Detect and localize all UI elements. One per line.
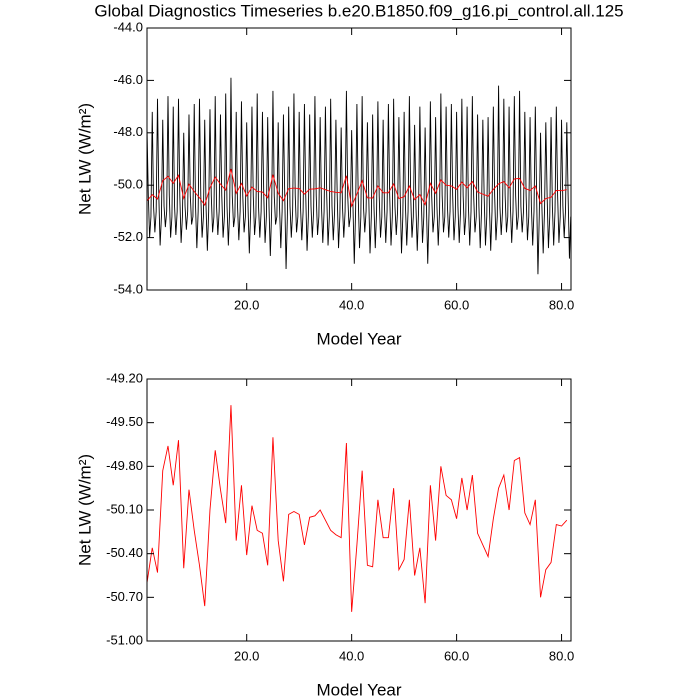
y-tick-label: -49.80 <box>106 458 143 473</box>
y-tick-label: -51.00 <box>106 632 143 647</box>
x-tick-label: 20.0 <box>234 648 259 663</box>
y-tick-label: -50.40 <box>106 545 143 560</box>
y-tick-label: -52.0 <box>113 229 143 244</box>
x-axis-label: Model Year <box>316 680 401 699</box>
data-line <box>147 168 567 208</box>
y-tick-label: -49.20 <box>106 370 143 385</box>
plot-frame <box>146 27 572 291</box>
y-axis-label: Net LW (W/m²) <box>75 103 94 215</box>
y-axis-label: Net LW (W/m²) <box>75 454 94 566</box>
x-tick-label: 40.0 <box>339 648 364 663</box>
y-tick-label: -50.0 <box>113 177 143 192</box>
y-tick-label: -46.0 <box>113 72 143 87</box>
y-tick-label: -44.0 <box>113 19 143 34</box>
y-tick-label: -49.50 <box>106 414 143 429</box>
x-tick-label: 60.0 <box>444 648 469 663</box>
y-tick-label: -48.0 <box>113 124 143 139</box>
x-tick-label: 80.0 <box>549 648 574 663</box>
x-tick-label: 80.0 <box>549 297 574 312</box>
y-tick-label: -50.10 <box>106 501 143 516</box>
y-tick-label: -50.70 <box>106 589 143 604</box>
chart-title: Global Diagnostics Timeseries b.e20.B185… <box>94 1 623 20</box>
x-tick-label: 20.0 <box>234 297 259 312</box>
y-tick-label: -54.0 <box>113 281 143 296</box>
x-tick-label: 40.0 <box>339 297 364 312</box>
data-line <box>147 405 568 612</box>
data-line <box>147 77 571 275</box>
x-tick-label: 60.0 <box>444 297 469 312</box>
x-axis-label: Model Year <box>316 329 401 348</box>
